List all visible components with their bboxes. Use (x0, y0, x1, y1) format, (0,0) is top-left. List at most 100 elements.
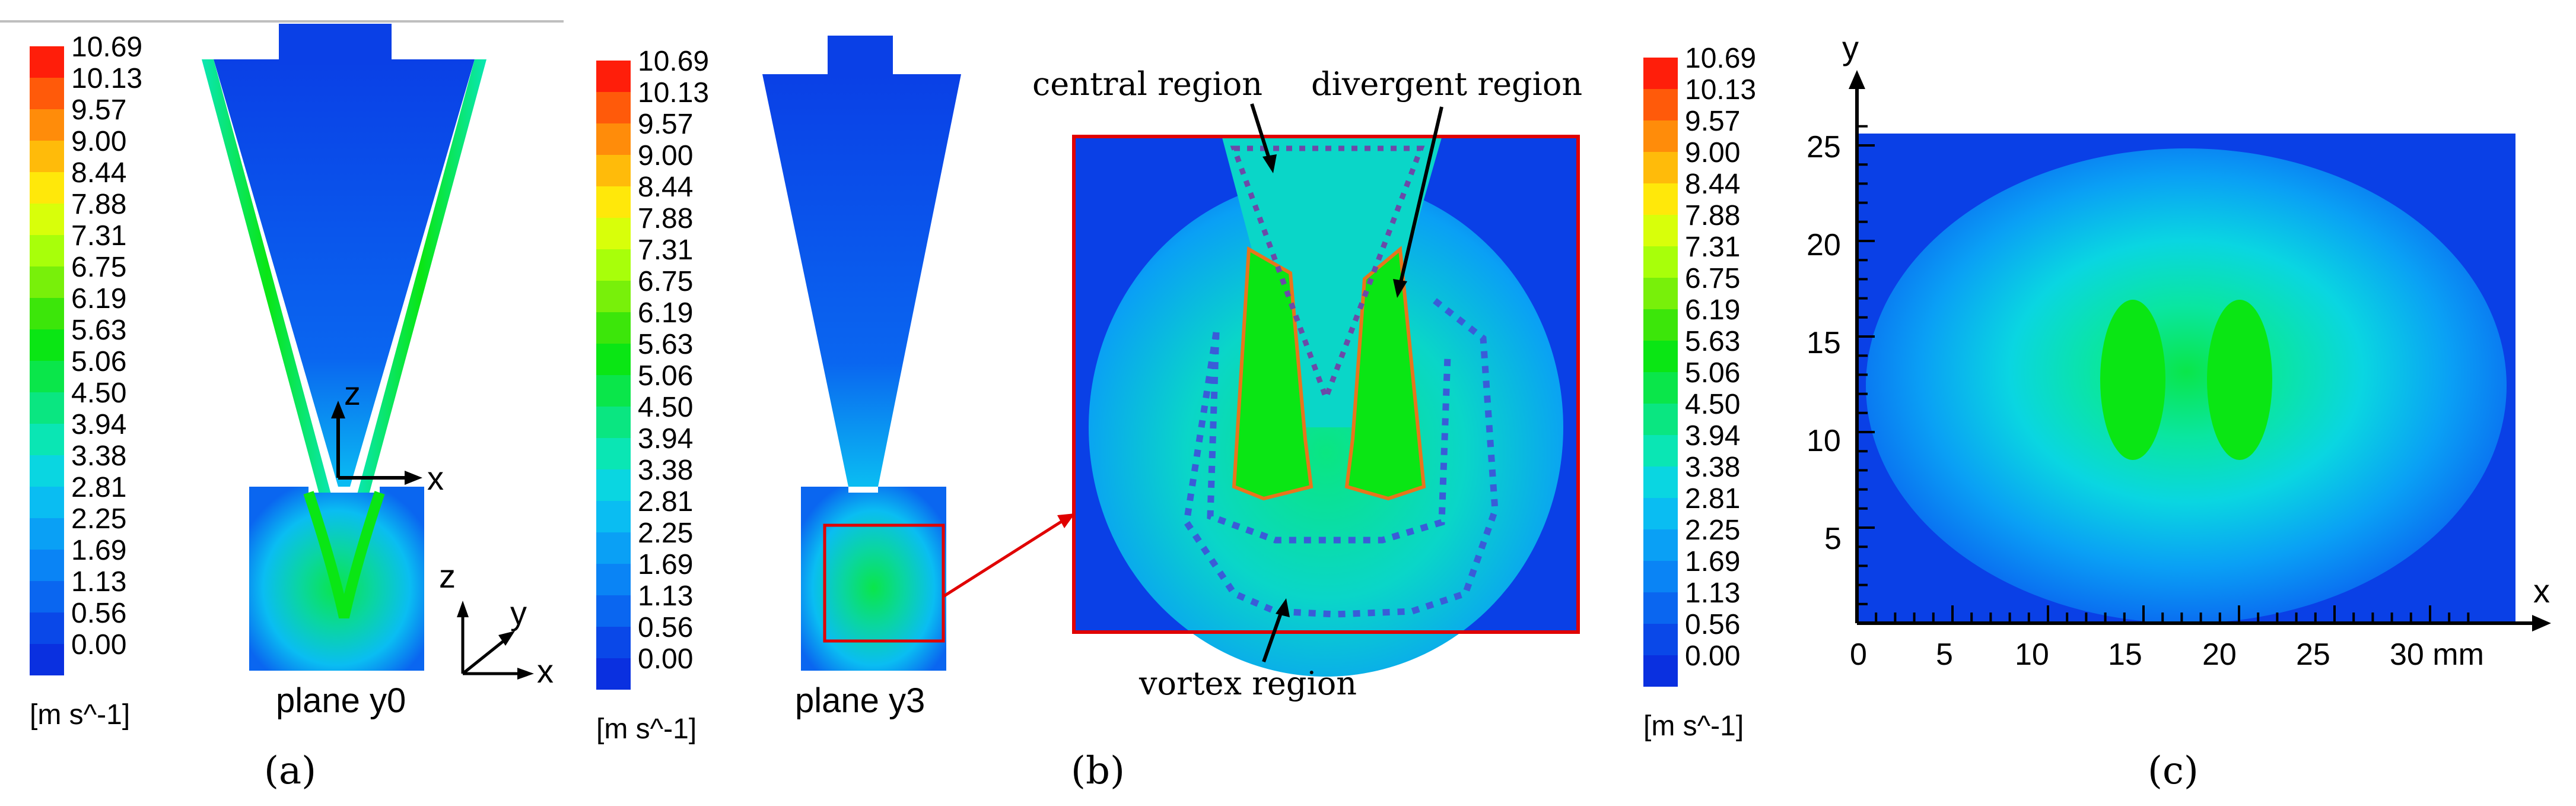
divergent-region-label: divergent region (1311, 65, 1582, 103)
map-y-tick-label: 15 (1807, 326, 1841, 360)
map-y-tick-label: 10 (1807, 424, 1841, 458)
colorbar-tick-label: 5.63 (1685, 326, 1740, 357)
colorbar-swatch (30, 46, 64, 78)
colorbar-swatch (30, 266, 64, 298)
colorbar-tick-label: 1.13 (71, 566, 126, 598)
colorbar-tick-label: 7.31 (1685, 231, 1740, 263)
colorbar-tick-label: 10.69 (71, 31, 142, 63)
colorbar-swatch (30, 613, 64, 644)
colorbar-a: 10.6910.139.579.008.447.887.316.756.195.… (30, 31, 142, 731)
colorbar-tick-label: 3.38 (71, 440, 126, 472)
colorbar-tick-label: 2.25 (71, 503, 126, 535)
x-axis-arrowhead (405, 471, 422, 485)
colorbar-b-right: 10.6910.139.579.008.447.887.316.756.195.… (1643, 43, 1756, 742)
jet-core-a (303, 491, 385, 618)
arrow-central (1250, 103, 1271, 161)
vortex-region-label: vortex region (1138, 665, 1357, 702)
map-y-label: y (1842, 29, 1859, 66)
axis-x-label: x (427, 459, 444, 497)
colorbar-swatch (1643, 152, 1678, 183)
colorbar-tick-label: 5.06 (638, 360, 693, 392)
colorbar-swatch (30, 581, 64, 613)
colorbar-swatch (596, 375, 631, 407)
colorbar-swatch (1643, 58, 1678, 89)
colorbar-tick-label: 1.69 (1685, 546, 1740, 577)
colorbar-tick-label: 10.13 (71, 63, 142, 94)
map-x-arrowhead (2532, 615, 2551, 632)
colorbar-swatch (1643, 655, 1678, 687)
colorbar-swatch (30, 298, 64, 329)
colorbar-swatch (596, 627, 631, 658)
colorbar-swatch (596, 407, 631, 438)
colorbar-tick-label: 7.88 (638, 203, 693, 234)
map-contours (1866, 148, 2507, 623)
triad-z-label: z (439, 557, 456, 595)
colorbar-tick-label: 0.56 (71, 598, 126, 629)
colorbar-swatch (1643, 561, 1678, 592)
axis-z-label: z (344, 375, 361, 412)
colorbar-swatch (596, 344, 631, 375)
colorbar-swatch (1643, 624, 1678, 655)
colorbar-tick-label: 2.25 (1685, 515, 1740, 546)
colorbar-tick-label: 8.44 (71, 157, 126, 189)
colorbar-tick-label: 3.94 (638, 423, 693, 455)
cup-b (801, 487, 946, 671)
colorbar-swatch (596, 312, 631, 344)
colorbar-tick-label: 9.57 (638, 109, 693, 140)
colorbar-swatch (1643, 120, 1678, 152)
colorbar-swatch (1643, 309, 1678, 341)
colorbar-swatch (30, 392, 64, 424)
colorbar-swatch (30, 329, 64, 361)
caption-b: (b) (1071, 749, 1125, 793)
colorbar-swatch (30, 644, 64, 675)
panel-c-map (1857, 134, 2515, 623)
colorbar-swatch (30, 172, 64, 204)
zoom-arrowhead (1057, 513, 1075, 528)
arrow-divergent (1398, 106, 1443, 285)
z-axis-arrowhead (331, 401, 345, 418)
colorbar-tick-label: 2.81 (638, 486, 693, 518)
colorbar-unit: [m s^-1] (30, 699, 130, 731)
colorbar-tick-label: 1.13 (638, 580, 693, 612)
colorbar-tick-label: 3.94 (1685, 420, 1740, 452)
colorbar-tick-label: 5.63 (638, 329, 693, 360)
colorbar-tick-label: 9.00 (71, 126, 126, 157)
colorbar-tick-label: 3.94 (71, 409, 126, 440)
central-outline (1230, 145, 1425, 405)
map-x-tick-label: 20 (2202, 637, 2237, 672)
colorbar-tick-label: 4.50 (71, 377, 126, 409)
arrow-vortex (1262, 611, 1283, 662)
colorbar-swatch (596, 501, 631, 532)
colorbar-tick-label: 3.38 (1685, 452, 1740, 483)
arrow-vortex-head (1276, 598, 1290, 617)
map-y-tick-label: 25 (1807, 130, 1841, 164)
hotspot-left (2100, 300, 2165, 460)
colorbar-swatch (596, 564, 631, 595)
colorbar-tick-label: 0.56 (1685, 609, 1740, 640)
colorbar-tick-label: 1.69 (71, 535, 126, 566)
colorbar-swatch (1643, 592, 1678, 624)
colorbar-tick-label: 7.88 (1685, 200, 1740, 231)
colorbar-tick-label: 5.06 (71, 346, 126, 377)
colorbar-swatch (596, 186, 631, 218)
map-x-tick-label: 30 mm (2390, 637, 2484, 672)
colorbar-swatch (30, 487, 64, 518)
colorbar-swatch (596, 155, 631, 186)
colorbar-tick-label: 7.31 (71, 220, 126, 252)
colorbar-tick-label: 8.44 (638, 172, 693, 203)
colorbar-swatch (1643, 467, 1678, 498)
colorbar-tick-label: 8.44 (1685, 169, 1740, 200)
colorbar-tick-label: 0.56 (638, 612, 693, 643)
colorbar-tick-label: 0.00 (638, 643, 693, 675)
colorbar-swatch (30, 141, 64, 172)
colorbar-swatch (30, 361, 64, 392)
arrow-divergent-head (1393, 279, 1407, 298)
map-x-tick-label: 15 (2108, 637, 2142, 672)
colorbar-tick-label: 7.31 (638, 234, 693, 266)
map-x-tick-label: 10 (2015, 637, 2049, 672)
colorbar-tick-label: 10.69 (1685, 43, 1756, 74)
colorbar-tick-label: 9.57 (1685, 106, 1740, 137)
triad-x-label: x (537, 652, 554, 690)
map-x-tick-label: 25 (2296, 637, 2330, 672)
colorbar-tick-label: 6.19 (638, 297, 693, 329)
